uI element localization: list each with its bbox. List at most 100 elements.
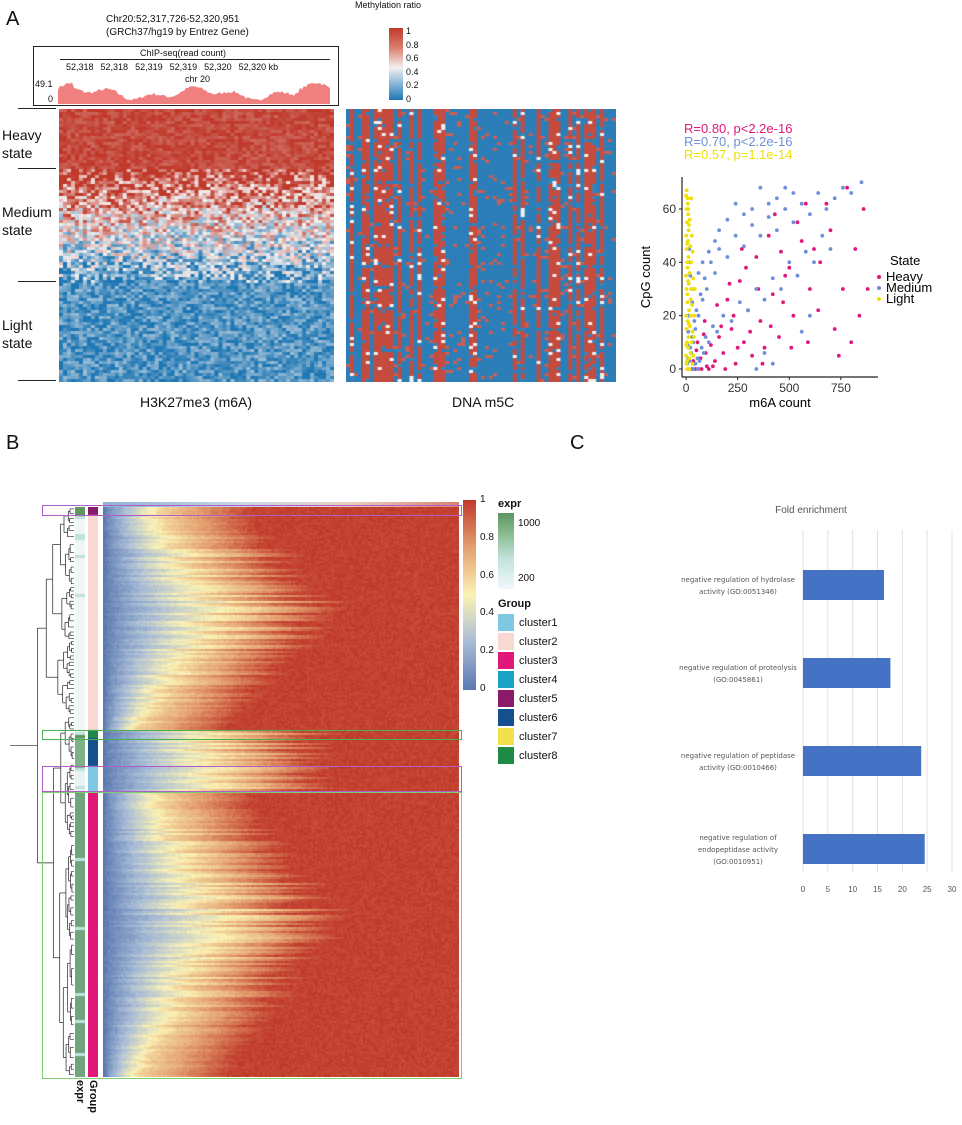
data-point-medium xyxy=(795,273,800,278)
x-tick-label: 25 xyxy=(923,885,932,894)
data-point-light xyxy=(689,313,693,318)
state-label-medium: Medium state xyxy=(2,204,52,238)
data-point-heavy xyxy=(777,335,781,339)
panel-label-b: B xyxy=(6,432,20,454)
data-point-medium xyxy=(770,361,775,366)
cluster3-highlight-box xyxy=(42,792,462,1079)
colorbar-tick: 0.8 xyxy=(406,39,419,50)
x-tick-label: 750 xyxy=(831,381,851,395)
data-point-light xyxy=(690,361,695,366)
data-point-light xyxy=(687,217,692,222)
group-legend-item: cluster3 xyxy=(498,651,558,670)
state-label-light: Light state xyxy=(2,317,33,351)
data-point-light xyxy=(686,207,691,211)
row-dendrogram xyxy=(10,508,74,1075)
data-point-heavy xyxy=(704,364,709,369)
panel-label-a: A xyxy=(6,8,20,30)
data-point-heavy xyxy=(818,260,823,265)
data-point-light xyxy=(684,327,689,331)
data-point-medium xyxy=(775,196,779,201)
methylation-colorbar-title: Methylation ratio xyxy=(355,0,422,10)
group-legend-swatch xyxy=(498,633,514,650)
data-point-heavy xyxy=(719,324,724,329)
data-point-heavy xyxy=(706,367,711,371)
data-point-medium xyxy=(717,247,721,251)
methylation-colorbar-ticks: 1 0.8 0.6 0.4 0.2 0 xyxy=(406,26,419,104)
data-point-heavy xyxy=(781,300,785,305)
data-point-light xyxy=(689,260,693,265)
locus-line1: Chr20:52,317,726-52,320,951 xyxy=(106,14,240,25)
data-point-heavy xyxy=(816,308,821,313)
data-point-heavy xyxy=(808,287,812,291)
ruler-tick-labels: 52,318 52,318 52,319 52,319 52,320 52,32… xyxy=(66,62,336,72)
panel-label-c: C xyxy=(570,432,585,454)
data-point-medium xyxy=(787,260,792,265)
data-point-medium xyxy=(791,191,796,195)
data-point-heavy xyxy=(779,249,783,254)
category-label: negative regulation of xyxy=(699,834,777,842)
data-point-heavy xyxy=(803,201,808,206)
fold-enrichment-bar-chart: Fold enrichment 0 5 10 15 20 25 30 negative regu… xyxy=(679,505,957,894)
data-point-heavy xyxy=(695,340,700,345)
group-legend-swatch xyxy=(498,690,514,707)
data-point-medium xyxy=(733,201,738,206)
ruler-tick: 52,320 xyxy=(204,62,232,72)
data-point-medium xyxy=(754,287,759,291)
data-point-heavy xyxy=(768,324,773,329)
data-point-light xyxy=(686,335,691,339)
data-point-medium xyxy=(704,287,709,291)
data-point-heavy xyxy=(766,233,771,238)
group-legend-label: cluster3 xyxy=(519,654,558,667)
category-label: endopeptidase activity xyxy=(698,846,778,854)
data-point-medium xyxy=(700,297,705,302)
state-separator xyxy=(18,380,56,381)
dendro-header-strip xyxy=(103,502,459,507)
data-point-medium xyxy=(770,276,775,281)
data-point-medium xyxy=(700,260,705,265)
data-point-light xyxy=(687,356,692,361)
x-tick-label: 20 xyxy=(898,885,907,894)
data-point-medium xyxy=(808,212,812,217)
data-point-medium xyxy=(701,351,706,355)
y-tick-label: 20 xyxy=(663,309,677,323)
data-point-light xyxy=(687,308,691,313)
data-point-medium xyxy=(737,300,742,305)
data-point-heavy xyxy=(725,297,730,302)
data-point-light xyxy=(688,297,693,302)
ratio-tick: 0 xyxy=(480,682,486,694)
data-point-light xyxy=(692,335,696,339)
data-point-light xyxy=(684,233,689,238)
data-point-medium xyxy=(698,292,703,297)
data-point-medium xyxy=(711,324,715,329)
stat-annotation: R=0.57, p=1.1e-14 xyxy=(684,147,792,162)
group-legend-label: cluster7 xyxy=(519,730,558,743)
data-point-light xyxy=(684,343,689,347)
data-point-medium xyxy=(766,201,771,206)
group-axis-label: Group xyxy=(87,1080,99,1113)
data-point-heavy xyxy=(762,345,767,350)
data-point-light xyxy=(690,233,694,238)
data-point-medium xyxy=(849,191,854,195)
legend-marker xyxy=(877,275,881,279)
data-point-light xyxy=(686,279,690,283)
dna-m5c-heatmap xyxy=(346,109,616,382)
cluster8-highlight-box xyxy=(42,730,462,740)
data-point-heavy xyxy=(748,329,752,334)
data-point-heavy xyxy=(799,239,804,243)
data-point-medium xyxy=(706,340,711,345)
data-point-heavy xyxy=(758,319,763,323)
chip-track-title: ChIP-seq(read count) xyxy=(140,48,227,58)
y-tick-label: 40 xyxy=(663,255,677,269)
data-point-heavy xyxy=(721,351,726,355)
data-point-medium xyxy=(758,185,763,190)
group-legend-item: cluster5 xyxy=(498,689,558,708)
data-point-medium xyxy=(803,249,808,254)
data-point-light xyxy=(685,359,689,363)
cluster1-highlight-box xyxy=(42,766,462,792)
data-point-light xyxy=(688,351,693,355)
data-point-medium xyxy=(783,185,788,190)
methylation-colorbar xyxy=(389,28,403,100)
data-point-medium xyxy=(742,212,746,217)
cluster5-highlight-box xyxy=(42,505,462,516)
data-point-medium xyxy=(691,367,696,371)
